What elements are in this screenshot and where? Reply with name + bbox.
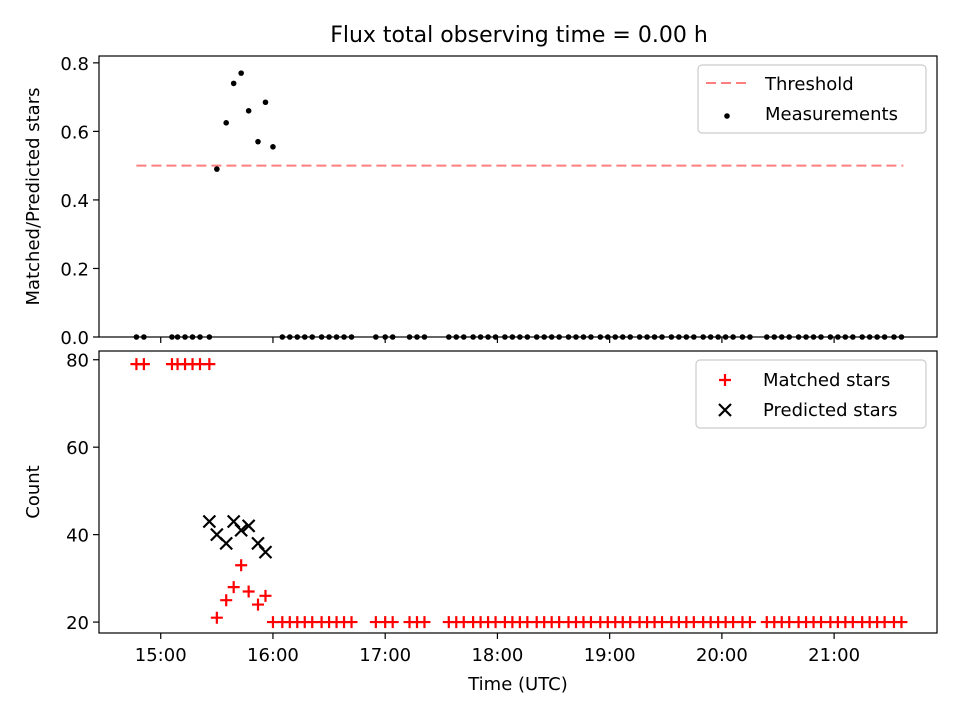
legend-predicted-swatch [718,403,732,417]
x-tick-label: 17:00 [359,645,411,666]
axes-frame [98,350,938,634]
y-tick-label: 80 [66,351,89,372]
matched-star-point [210,611,223,624]
matched-star-point [235,559,248,572]
x-tick-label: 19:00 [584,645,636,666]
x-axis-label: Time (UTC) [467,674,568,695]
x-tick-label: 15:00 [135,645,187,666]
matched-star-point [895,616,908,629]
y-tick-label: 0.0 [60,328,89,349]
x-tick-label: 18:00 [471,645,523,666]
matched-star-point [251,598,264,611]
y-axis-label: Count [23,465,44,518]
measurement-point [223,120,229,126]
matched-star-point [137,358,150,371]
predicted-star-point [202,514,217,529]
axes-frame [98,55,938,338]
y-axis-label: Matched/Predicted stars [23,88,44,306]
bottom-panel-count: 20 40 60 80 15:00 16:00 17:00 18:00 19:00 20:00 21… [23,350,938,695]
matched-star-point [386,616,399,629]
y-tick-label: 40 [66,526,89,547]
y-tick-label: 0.4 [60,191,89,212]
y-tick-label: 0.8 [60,54,89,75]
measurement-point [214,166,220,172]
matched-star-point [242,585,255,598]
y-tick-label: 20 [66,613,89,634]
matched-star-point [743,616,756,629]
y-tick-label: 60 [66,438,89,459]
measurement-point [270,144,276,150]
predicted-star-point [241,519,256,533]
y-tick-label: 0.2 [60,259,89,280]
measurement-point [238,70,244,76]
measurement-point [255,138,261,145]
matched-star-point [418,616,431,629]
measurement-point [230,80,237,87]
figure-title: Flux total observing time = 0.00 h [330,23,708,48]
legend-predicted-label: Predicted stars [763,400,897,421]
measurement-point [245,108,252,114]
legend-threshold-label: Threshold [764,74,854,95]
measurement-point [262,99,269,106]
matched-star-point [345,616,358,629]
predicted-star-point [258,545,273,559]
legend-measurements-swatch [724,113,730,119]
matched-star-point [220,594,233,607]
legend-box [697,64,927,134]
x-tick-label: 21:00 [808,645,860,666]
matched-star-point [259,589,272,602]
legend-matched-label: Matched stars [763,370,890,391]
matched-star-point [227,581,240,594]
x-tick-label: 20:00 [696,645,748,666]
legend-matched-swatch [719,374,731,386]
legend-measurements-label: Measurements [765,104,898,125]
predicted-star-point [234,523,248,538]
x-tick-label: 16:00 [247,645,299,666]
top-panel-ratio: 0.0 0.2 0.4 0.6 0.8 Matched/Predicted stars Th… [23,54,938,349]
predicted-star-point [219,536,233,551]
legend-box [695,359,927,429]
y-tick-label: 0.6 [60,122,89,143]
matched-star-point [203,358,216,371]
